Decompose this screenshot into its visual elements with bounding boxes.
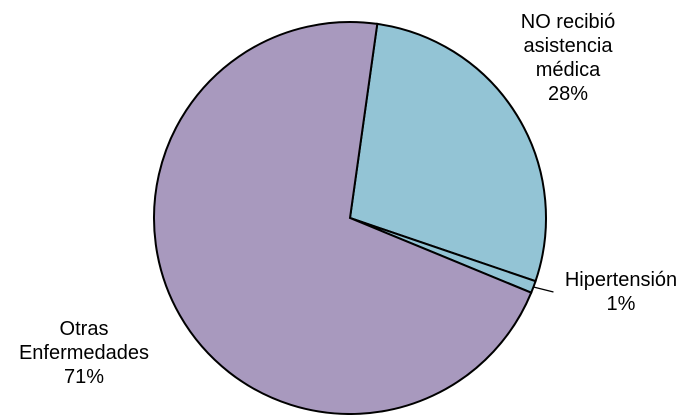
slice-label-hipertension: Hipertensión 1% [564, 269, 678, 315]
slice-label-no-recibio: NO recibió asistencia médica 28% [520, 11, 616, 105]
slice-otras-enfermedades [153, 21, 533, 415]
slice-no-recibio [348, 22, 547, 283]
slice-label-otras-enfermedades: Otras Enfermedades 71% [18, 318, 150, 388]
hipertension-leader-line [533, 286, 554, 293]
